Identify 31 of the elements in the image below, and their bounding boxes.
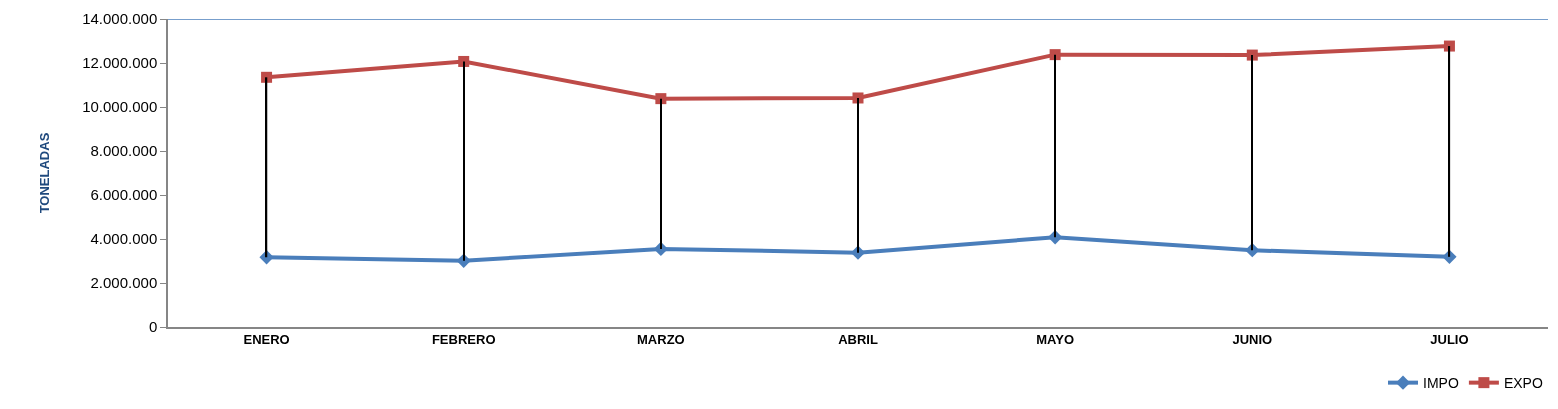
y-tick-label: 4.000.000 xyxy=(90,230,158,248)
legend-label: IMPO xyxy=(1423,375,1459,392)
y-tick-label: 2.000.000 xyxy=(90,274,158,292)
bar xyxy=(1054,54,1056,238)
y-tick-label: 8.000.000 xyxy=(90,142,158,160)
y-tick-label: 10.000.000 xyxy=(82,98,158,116)
point xyxy=(655,93,667,105)
bar xyxy=(463,61,465,261)
legend-label: EXPO xyxy=(1503,375,1543,392)
x-tick-label: ABRIL xyxy=(838,332,878,348)
y-tick-label: 6.000.000 xyxy=(90,186,158,204)
bar xyxy=(1448,46,1451,257)
bar xyxy=(660,98,662,249)
point xyxy=(458,55,470,67)
y-tick-label: 0 xyxy=(148,318,158,336)
x-tick-label: FEBRERO xyxy=(431,332,496,348)
bar xyxy=(857,97,859,253)
x-tick-label: JUNIO xyxy=(1232,332,1273,348)
x-tick-label: MAYO xyxy=(1036,332,1075,348)
y-tick-label: 12.000.000 xyxy=(82,54,158,72)
y-axis-title: TONELADAS xyxy=(36,132,52,214)
point xyxy=(261,71,273,83)
point xyxy=(1049,49,1061,61)
x-tick-label: ENERO xyxy=(243,332,290,348)
y-tick-label: 14.000.000 xyxy=(82,10,158,28)
point xyxy=(1246,49,1258,61)
bar xyxy=(1251,55,1253,251)
x-tick-label: MARZO xyxy=(637,332,685,348)
x-tick-label: JULIO xyxy=(1430,332,1469,348)
point xyxy=(1443,40,1455,52)
point xyxy=(852,92,864,104)
